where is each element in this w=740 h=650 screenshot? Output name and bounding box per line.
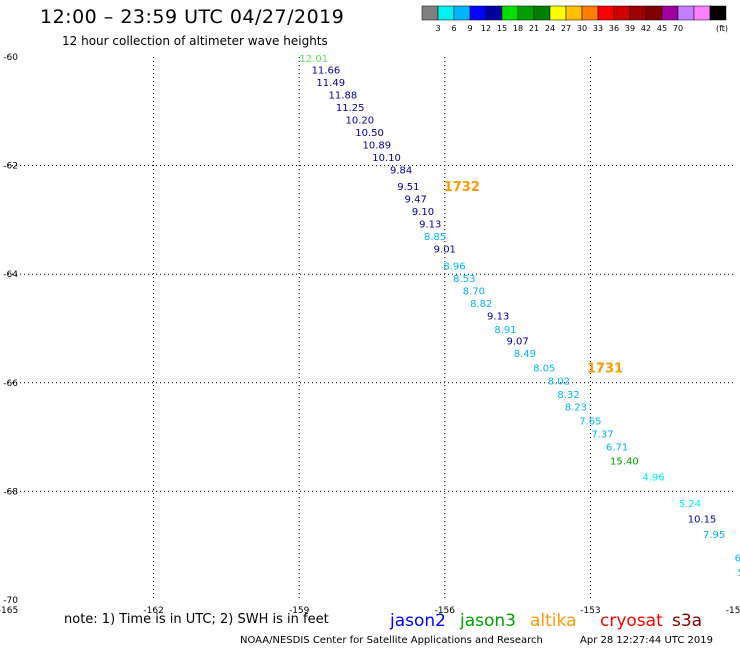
colorbar-swatch <box>533 5 551 21</box>
data-point-label: 5 <box>738 568 740 579</box>
x-tick-label: -150 <box>726 606 740 616</box>
colorbar-swatch <box>437 5 455 21</box>
y-tick-label: -62 <box>3 162 18 172</box>
colorbar-swatch <box>629 5 647 21</box>
colorbar-swatch <box>581 5 599 21</box>
data-point-label: 8.05 <box>533 364 555 375</box>
colorbar-tick-label: 39 <box>625 24 635 33</box>
data-point-label: 8.32 <box>557 390 579 401</box>
colorbar-tick-label: 33 <box>593 24 603 33</box>
data-point-label: 5.24 <box>679 499 701 510</box>
colorbar-swatch <box>469 5 487 21</box>
time-label: 1731 <box>587 362 623 377</box>
credit-line: NOAA/NESDIS Center for Satellite Applica… <box>240 635 543 646</box>
data-point-label: 11.49 <box>316 78 345 89</box>
data-point-label: 8.49 <box>514 349 536 360</box>
data-point-label: 8.82 <box>470 299 492 310</box>
y-tick-label: -66 <box>3 379 18 389</box>
x-tick-label: -153 <box>580 606 600 616</box>
colorbar-swatch <box>677 5 695 21</box>
data-point-label: 11.66 <box>312 65 341 76</box>
colorbar-tick-label: 6 <box>451 24 456 33</box>
data-point-label: 10.15 <box>688 515 717 526</box>
colorbar-tick-label: 21 <box>529 24 539 33</box>
data-point-label: 8.91 <box>494 325 516 336</box>
time-label: 1732 <box>444 180 480 195</box>
y-tick-label: -60 <box>3 53 18 63</box>
colorbar-unit-label: (ft) <box>716 24 728 33</box>
footnote: note: 1) Time is in UTC; 2) SWH is in fe… <box>64 612 329 627</box>
colorbar-tick-label: 27 <box>561 24 571 33</box>
colorbar-tick-label: 15 <box>497 24 507 33</box>
data-point-label: 15.40 <box>610 456 639 467</box>
data-point-label: 7.65 <box>579 416 601 427</box>
data-point-label: 8.23 <box>565 403 587 414</box>
data-point-label: 4.96 <box>642 473 664 484</box>
colorbar-swatch <box>709 5 727 21</box>
data-point-label: 10.10 <box>372 153 401 164</box>
data-point-label: 9.84 <box>390 165 412 176</box>
data-point-label: 9.10 <box>412 207 434 218</box>
data-point-label: 6.80 <box>735 554 740 565</box>
y-tick-label: -64 <box>3 270 18 280</box>
page-title: 12:00 – 23:59 UTC 04/27/2019 <box>40 6 345 28</box>
colorbar-tick-label: 24 <box>545 24 555 33</box>
legend-jason2: jason2 <box>389 611 446 631</box>
data-point-label: 9.13 <box>487 311 509 322</box>
colorbar-tick-label: 70 <box>673 24 683 33</box>
x-tick-label: -156 <box>435 606 456 616</box>
data-point-label: 9.07 <box>506 336 528 347</box>
x-tick-label: -162 <box>143 606 163 616</box>
colorbar-tick-label: 45 <box>657 24 667 33</box>
data-point-label: 9.47 <box>405 195 427 206</box>
colorbar-swatch <box>661 5 679 21</box>
colorbar-swatch <box>693 5 711 21</box>
colorbar-tick-label: 12 <box>481 24 491 33</box>
data-point-label: 10.20 <box>346 115 375 126</box>
colorbar-swatch <box>565 5 583 21</box>
timestamp: Apr 28 12:27:44 UTC 2019 <box>580 635 713 646</box>
colorbar-swatch <box>421 5 439 21</box>
colorbar-swatch <box>453 5 471 21</box>
page-subtitle: 12 hour collection of altimeter wave hei… <box>62 34 328 48</box>
colorbar-swatch <box>485 5 503 21</box>
data-point-label: 12.01 <box>299 54 328 65</box>
data-point-label: 8.85 <box>424 232 446 243</box>
colorbar-tick-label: 42 <box>641 24 651 33</box>
legend-cryosat: cryosat <box>600 611 663 631</box>
data-point-label: 9.51 <box>397 182 419 193</box>
colorbar-swatch <box>549 5 567 21</box>
legend-altika: altika <box>530 611 577 631</box>
colorbar-swatch <box>501 5 519 21</box>
colorbar-swatch <box>517 5 535 21</box>
y-tick-label: -68 <box>3 487 18 497</box>
colorbar-swatch <box>613 5 631 21</box>
data-point-label: 11.88 <box>329 90 358 101</box>
x-tick-label: -159 <box>289 606 310 616</box>
data-point-label: 7.37 <box>591 429 613 440</box>
x-tick-label: -165 <box>0 606 18 616</box>
data-point-label: 7.95 <box>703 530 725 541</box>
data-point-label: 10.89 <box>363 140 392 151</box>
data-point-label: 8.96 <box>443 262 465 273</box>
data-point-label: 10.50 <box>355 128 384 139</box>
y-tick-label: -70 <box>3 596 18 606</box>
data-point-label: 8.70 <box>463 286 485 297</box>
colorbar-swatch <box>597 5 615 21</box>
colorbar-swatch <box>645 5 663 21</box>
data-point-label: 9.13 <box>419 220 441 231</box>
colorbar-tick-label: 30 <box>577 24 587 33</box>
colorbar-tick-label: 9 <box>467 24 472 33</box>
data-point-label: 9.01 <box>434 245 456 256</box>
legend-s3a: s3a <box>672 611 702 631</box>
data-point-label: 8.02 <box>548 377 570 388</box>
colorbar-tick-label: 3 <box>435 24 440 33</box>
colorbar-tick-label: 18 <box>513 24 523 33</box>
legend-jason3: jason3 <box>459 611 516 631</box>
colorbar-tick-label: 36 <box>609 24 619 33</box>
data-point-label: 11.25 <box>336 103 365 114</box>
data-point-label: 8.53 <box>453 274 475 285</box>
data-point-label: 6.71 <box>606 442 628 453</box>
